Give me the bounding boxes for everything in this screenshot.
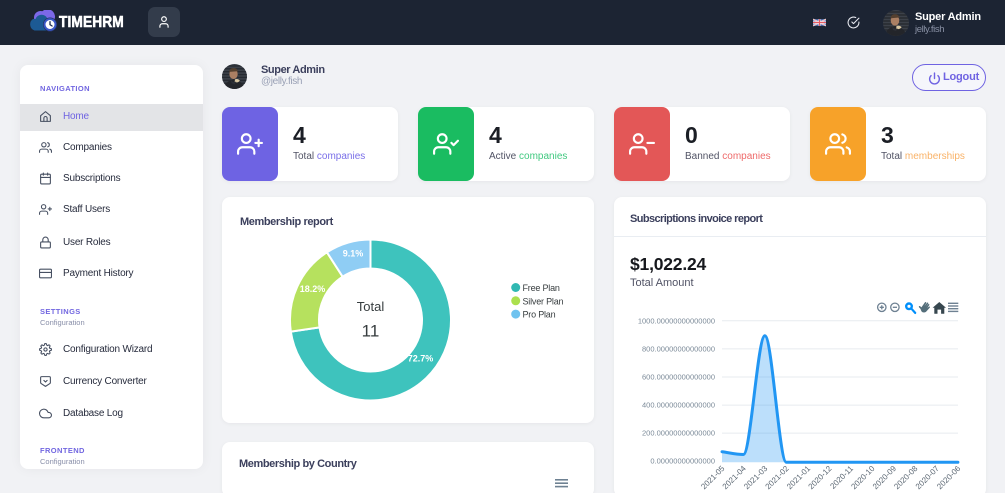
svg-text:1000.00000000000000: 1000.00000000000000	[638, 316, 715, 325]
svg-text:72.7%: 72.7%	[408, 354, 434, 364]
svg-text:800.00000000000000: 800.00000000000000	[642, 344, 715, 353]
svg-text:2020-06: 2020-06	[935, 464, 963, 492]
svg-text:400.00000000000000: 400.00000000000000	[642, 401, 715, 410]
svg-text:9.1%: 9.1%	[343, 249, 364, 259]
svg-text:200.00000000000000: 200.00000000000000	[642, 429, 715, 438]
svg-text:Free Plan: Free Plan	[523, 283, 560, 293]
svg-text:Pro Plan: Pro Plan	[523, 310, 556, 320]
svg-text:Silver Plan: Silver Plan	[523, 296, 564, 306]
svg-text:0.00000000000000: 0.00000000000000	[650, 457, 715, 466]
svg-text:Total: Total	[357, 299, 385, 314]
svg-text:11: 11	[362, 322, 380, 341]
svg-text:600.00000000000000: 600.00000000000000	[642, 373, 715, 382]
svg-text:18.2%: 18.2%	[300, 284, 326, 294]
